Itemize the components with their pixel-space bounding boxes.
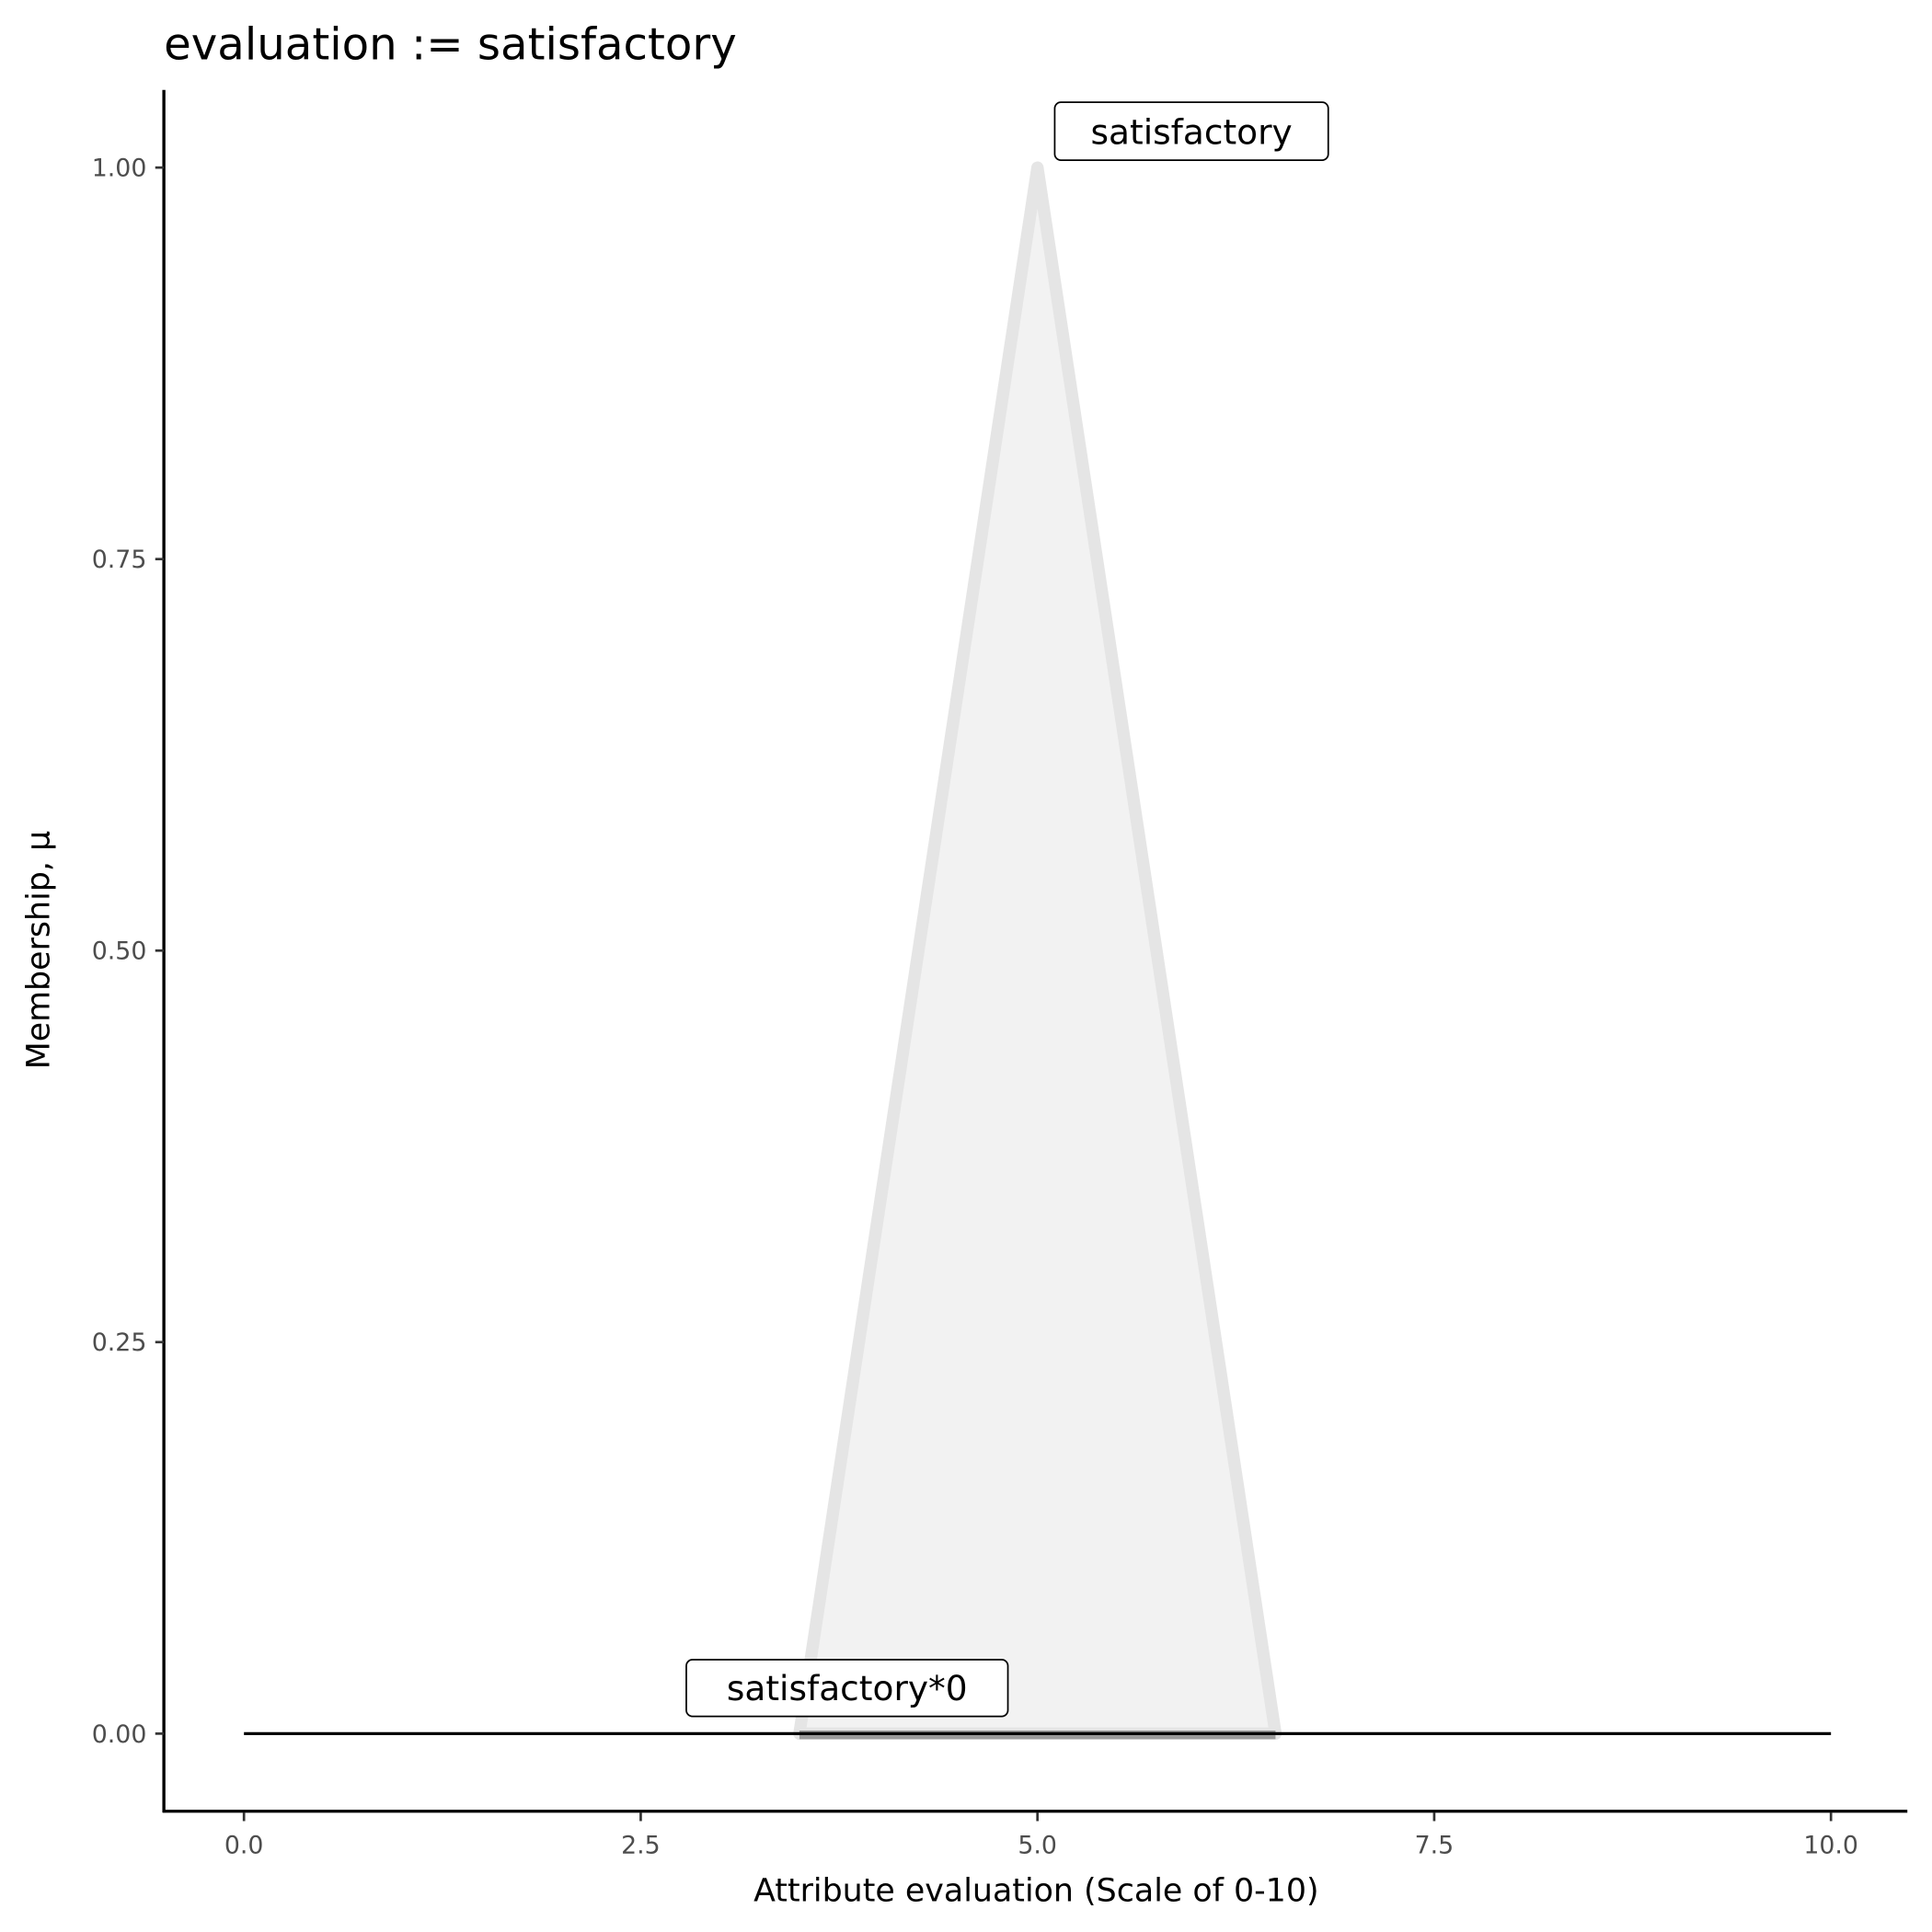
y-tick-label: 0.25 — [92, 1328, 147, 1357]
membership-triangle-satisfactory — [793, 161, 1282, 1741]
y-tick-label: 0.75 — [92, 546, 147, 574]
x-axis-label: Attribute evaluation (Scale of 0-10) — [753, 1873, 1318, 1910]
y-tick-label: 1.00 — [92, 155, 147, 183]
y-axis-label: Membership, μ — [21, 831, 58, 1069]
y-tick-label: 0.50 — [92, 937, 147, 966]
y-tick-label: 0.00 — [92, 1720, 147, 1749]
x-tick-label: 0.0 — [224, 1831, 264, 1859]
x-tick-label: 10.0 — [1803, 1831, 1858, 1859]
x-tick-label: 2.5 — [621, 1831, 661, 1859]
x-tick-label: 5.0 — [1018, 1831, 1057, 1859]
chart-title: evaluation := satisfactory — [164, 18, 737, 70]
annotation-box — [1053, 101, 1329, 161]
x-tick-label: 7.5 — [1415, 1831, 1455, 1859]
annotation-label: satisfactory — [1090, 112, 1292, 153]
annotation-label: satisfactory*0 — [727, 1668, 968, 1708]
annotation-box — [685, 1659, 1009, 1718]
